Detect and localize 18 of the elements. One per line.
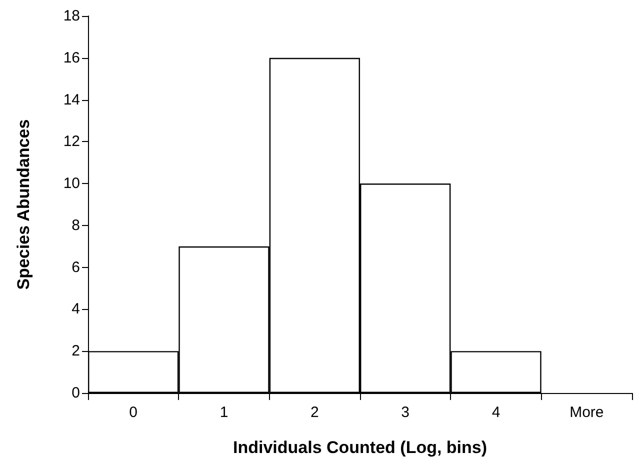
y-tick-label: 16 <box>63 49 80 66</box>
x-tick-label: 3 <box>401 404 410 421</box>
y-tick-label: 4 <box>72 300 80 318</box>
x-tick-label: 1 <box>220 404 228 421</box>
x-tick-label: 4 <box>492 404 500 421</box>
x-tick-label: 2 <box>310 404 319 421</box>
y-tick-label: 2 <box>72 342 80 360</box>
x-tick-label: 0 <box>129 404 138 421</box>
y-tick-label: 18 <box>63 8 80 24</box>
y-tick-label: 6 <box>72 258 80 276</box>
y-tick-label: 14 <box>63 91 80 108</box>
x-axis-title: Individuals Counted (Log, bins) <box>232 438 488 457</box>
y-tick-label: 8 <box>72 216 80 234</box>
x-tick-label: More <box>570 404 604 421</box>
y-axis-title: Species Abundances <box>14 119 33 290</box>
y-tick-label: 12 <box>63 133 80 150</box>
y-tick-label: 10 <box>63 175 80 192</box>
y-tick-label: 0 <box>72 384 80 402</box>
